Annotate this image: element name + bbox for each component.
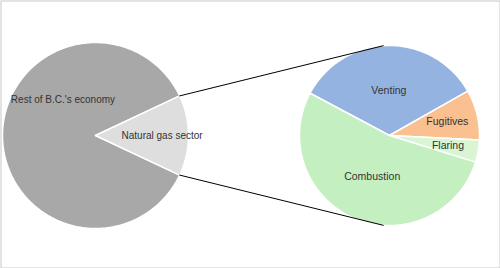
svg-text:Venting: Venting (371, 84, 406, 96)
svg-text:Rest of B.C.'s economy: Rest of B.C.'s economy (11, 94, 115, 105)
svg-text:Fugitives: Fugitives (426, 115, 468, 127)
svg-text:Flaring: Flaring (432, 139, 464, 151)
svg-text:Combustion: Combustion (344, 170, 400, 182)
svg-text:Natural gas sector: Natural gas sector (122, 130, 204, 141)
